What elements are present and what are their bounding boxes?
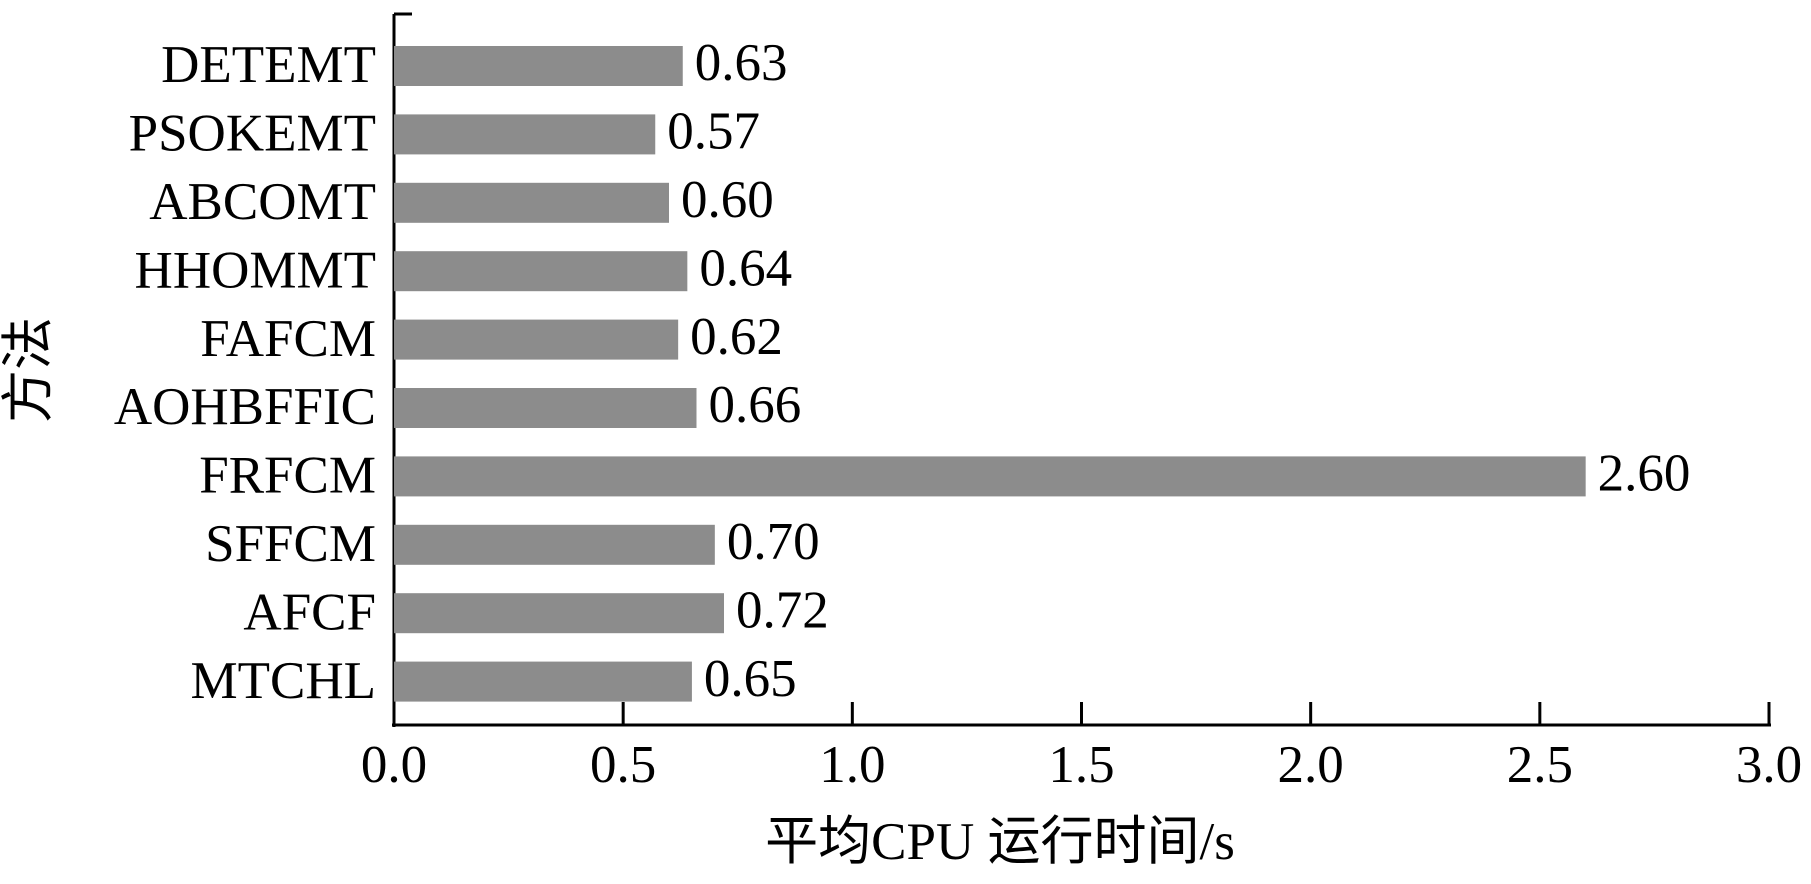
y-axis-label: 方法	[0, 317, 58, 423]
bar	[394, 319, 679, 360]
x-tick-label: 2.0	[1278, 736, 1344, 794]
value-label: 0.65	[704, 650, 797, 708]
value-label: 0.57	[667, 103, 760, 161]
y-tick-label: AFCF	[243, 583, 376, 641]
bar	[394, 661, 692, 702]
value-label: 0.70	[727, 513, 820, 571]
value-label: 0.66	[709, 376, 802, 434]
y-tick-label: AOHBFFIC	[114, 378, 376, 436]
bar	[394, 456, 1586, 497]
bar	[394, 46, 683, 86]
x-tick-label: 2.5	[1507, 736, 1573, 794]
value-label: 0.72	[736, 581, 829, 639]
bar	[394, 251, 688, 292]
x-tick-label: 3.0	[1736, 736, 1802, 794]
value-label: 0.63	[695, 34, 788, 92]
bar	[394, 182, 669, 223]
y-tick-label: PSOKEMT	[129, 105, 376, 163]
x-axis-label: 平均CPU 运行时间/s	[765, 813, 1235, 871]
x-tick-label: 0.0	[361, 736, 427, 794]
y-tick-label: FRFCM	[199, 447, 376, 505]
x-tick-label: 1.5	[1048, 736, 1114, 794]
value-label: 2.60	[1598, 445, 1691, 503]
bar	[394, 114, 656, 155]
y-tick-label: SFFCM	[205, 515, 376, 573]
bar	[394, 388, 697, 428]
y-tick-label: ABCOMT	[149, 173, 376, 231]
value-label: 0.64	[699, 239, 792, 297]
y-tick-label: HHOMMT	[135, 241, 376, 299]
x-tick-label: 1.0	[819, 736, 885, 794]
value-label: 0.60	[681, 171, 774, 229]
value-label: 0.62	[690, 308, 783, 366]
y-tick-label: MTCHL	[191, 652, 377, 710]
bar	[394, 524, 715, 565]
bar	[394, 593, 724, 634]
y-tick-label: DETEMT	[161, 36, 376, 94]
x-tick-label: 0.5	[590, 736, 656, 794]
y-tick-label: FAFCM	[200, 310, 376, 368]
